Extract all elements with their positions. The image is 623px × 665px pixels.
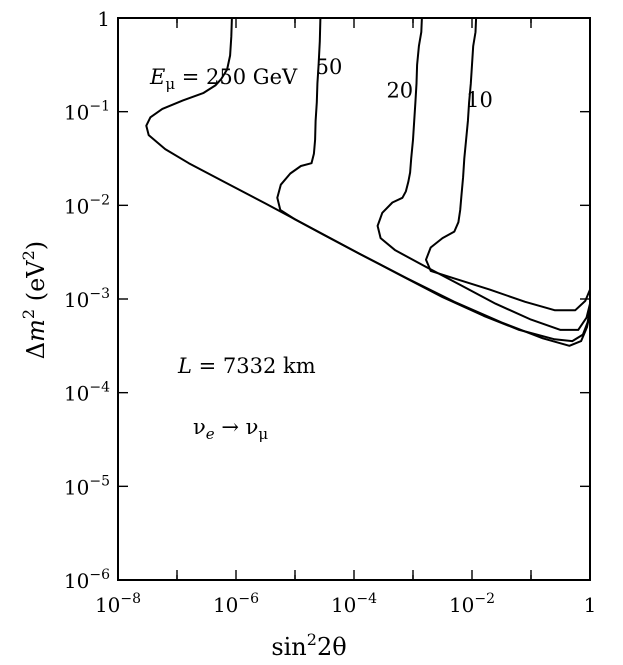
baseline-annotation: L = 7332 km [177,354,316,378]
x-tick-label: 10−8 [95,591,141,617]
x-tick-label: 10−2 [449,591,495,617]
x-axis-title-base: sin [271,633,306,661]
channel-annotation: νe → νμ [193,415,268,443]
series-curve-20 [376,17,591,331]
y-tick-label: 1 [97,7,110,31]
y-axis-title-end: ) [22,241,50,250]
y-axis-title: Δm2 (eV2) [19,241,50,359]
y-tick-label: 10−2 [64,192,110,218]
channel-nu-b-sub: μ [258,425,268,443]
series-label-20: 20 [386,79,413,103]
x-tick-label: 10−6 [213,591,259,617]
series-label-50: 50 [316,55,343,79]
y-axis-title-pre: Δ [22,342,50,359]
tick-labels: 10−8 10−6 10−4 10−2 110−610−510−410−310−210−… [64,7,596,617]
series-curve-10 [425,17,591,312]
y-tick-label: 10−1 [64,99,110,125]
y-axis-title-sup2: 2 [19,250,38,260]
channel-nu-b: ν [246,415,259,439]
y-tick-label: 10−6 [64,567,110,593]
channel-nu-a-sub: e [206,425,215,443]
x-tick-label: 10−4 [331,591,377,617]
channel-arrow: → [215,415,246,439]
series-curve-50 [276,17,591,343]
x-axis-title: sin22θ [271,630,346,661]
baseline-rest: = 7332 km [192,354,316,378]
series-labels: 50 20 10 [316,55,493,112]
baseline-var: L [177,354,192,378]
tick-marks [117,17,591,581]
energy-rest: = 250 GeV [175,65,298,89]
series-curve-250 [145,17,591,347]
y-axis-title-mid: (eV [22,260,50,309]
x-axis-title-tail: 2θ [317,633,347,661]
channel-nu-a: ν [193,415,206,439]
y-tick-label: 10−3 [64,286,110,312]
y-axis-title-sup: 2 [19,309,38,319]
energy-annotation: Eμ = 250 GeV [149,65,298,93]
series-label-10: 10 [466,88,493,112]
x-tick-label: 1 [584,593,597,617]
energy-sub: μ [165,75,175,93]
y-tick-label: 10−4 [64,380,110,406]
energy-var: E [149,65,165,89]
y-axis-title-var: m [22,319,50,342]
x-axis-title-sup: 2 [307,630,317,649]
series-curves [145,17,591,347]
y-tick-label: 10−5 [64,473,110,499]
